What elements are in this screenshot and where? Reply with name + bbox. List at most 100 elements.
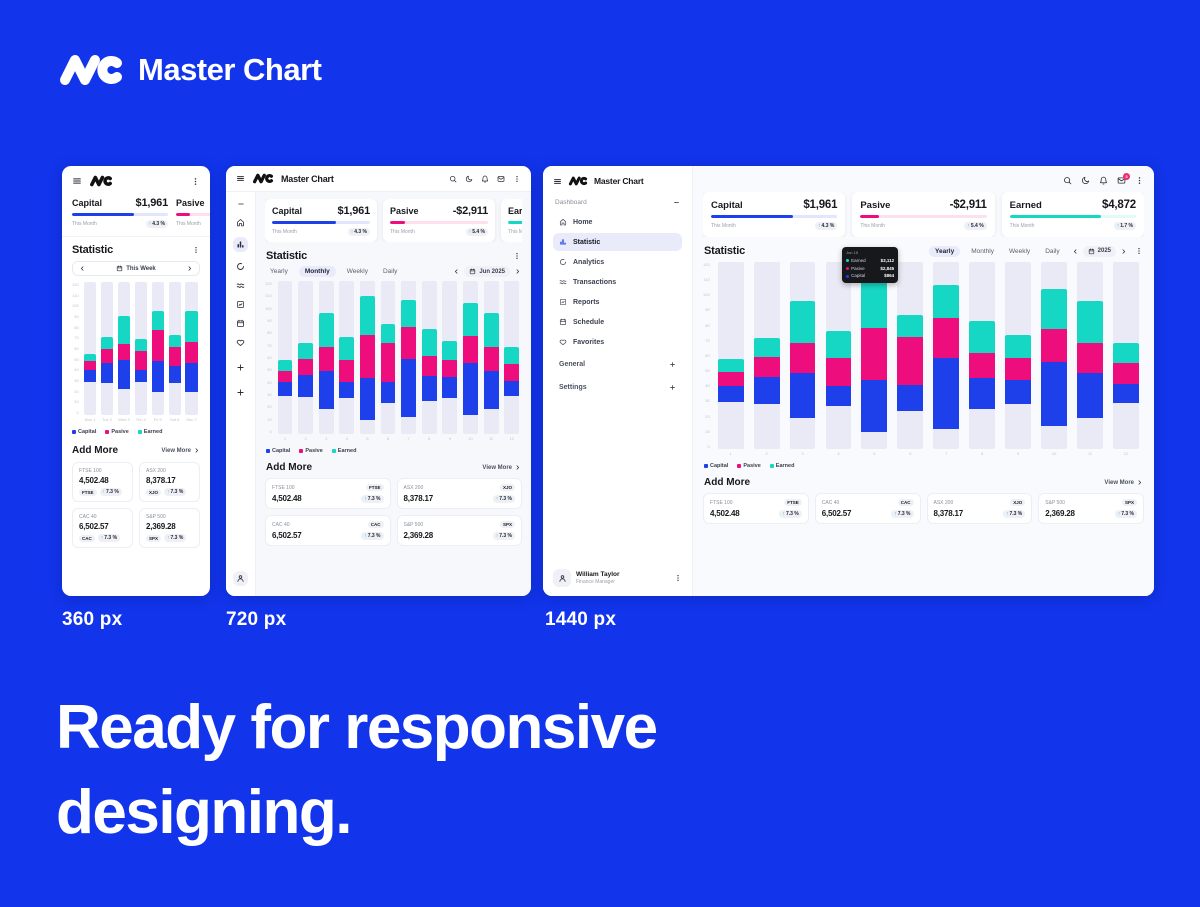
mail-button[interactable]: 3 (1117, 172, 1130, 185)
chart-bar[interactable] (749, 262, 785, 449)
chart-bar[interactable] (419, 281, 440, 434)
chevron-right-icon[interactable] (1120, 248, 1127, 255)
ticker-card-ftse[interactable]: FTSE 100 FTSE 4,502.48 ↑ 7.3 % (265, 478, 391, 509)
collapse-icon[interactable] (673, 199, 680, 206)
sidebar-item-statistic[interactable]: Statistic (553, 233, 682, 251)
rail-item-statistic[interactable] (233, 237, 248, 252)
user-avatar[interactable] (233, 571, 248, 586)
favorites-icon[interactable] (236, 338, 245, 347)
collapse-icon[interactable] (237, 200, 245, 208)
menu-icon[interactable] (72, 176, 82, 186)
schedule-icon[interactable] (236, 319, 245, 328)
sidebar-item-analytics[interactable]: Analytics (553, 253, 682, 271)
ticker-card-spx[interactable]: S&P 500 SPX 2,369.28 ↑ 7.3 % (1038, 493, 1144, 524)
chart-bar[interactable] (785, 262, 821, 449)
chart-bar[interactable] (1108, 262, 1144, 449)
chart-bar[interactable] (275, 281, 296, 434)
dark-mode-icon[interactable] (465, 175, 473, 183)
more-options-icon[interactable] (191, 177, 200, 186)
ticker-card-cac[interactable]: CAC 40 CAC 6,502.57 ↑ 7.3 % (814, 493, 921, 524)
view-more-link[interactable]: View More (161, 447, 200, 454)
sidebar-item-home[interactable]: Home (553, 213, 682, 231)
chart-bar[interactable] (99, 282, 116, 415)
view-more-link[interactable]: View More (1104, 479, 1143, 486)
tab-daily[interactable]: Daily (382, 268, 398, 275)
chart-bar[interactable] (295, 281, 316, 434)
notifications-icon[interactable] (1099, 176, 1108, 185)
chart-bar[interactable] (856, 262, 892, 449)
tab-monthly[interactable]: Monthly (971, 247, 994, 255)
menu-icon[interactable] (553, 177, 562, 186)
chart-bar[interactable] (82, 282, 99, 415)
chart-bar[interactable] (892, 262, 928, 449)
chart-bar[interactable] (337, 281, 358, 434)
tab-weekly[interactable]: Weekly (1008, 247, 1031, 255)
chart-bar[interactable] (440, 281, 461, 434)
chart-bar[interactable] (357, 281, 378, 434)
search-icon[interactable] (449, 175, 457, 183)
tab-yearly[interactable]: Yearly (270, 268, 288, 275)
dark-mode-icon[interactable] (1081, 176, 1090, 185)
sidebar-item-transactions[interactable]: Transactions (553, 273, 682, 291)
menu-icon[interactable] (236, 174, 245, 183)
analytics-icon[interactable] (236, 262, 245, 271)
chart-bar[interactable] (166, 282, 183, 415)
chart-bar[interactable] (378, 281, 399, 434)
chart-bar[interactable] (821, 262, 857, 449)
chart-bar[interactable] (481, 281, 502, 434)
ticker-card-cac[interactable]: CAC 40 6,502.57 CAC ↑ 7.3 % (72, 508, 133, 548)
chart-bar[interactable] (928, 262, 964, 449)
chart-bar[interactable] (316, 281, 337, 434)
date-range-selector[interactable]: This Week (72, 261, 200, 276)
chart-bar[interactable] (501, 281, 522, 434)
sidebar-item-favorites[interactable]: Favorites (553, 333, 682, 351)
more-options-icon[interactable] (674, 574, 682, 582)
search-icon[interactable] (1063, 176, 1072, 185)
chart-bar[interactable] (1036, 262, 1072, 449)
ticker-card-spx[interactable]: S&P 500 2,369.28 SPX ↑ 7.3 % (139, 508, 200, 548)
ticker-card-xjo[interactable]: ASX 200 XJO 8,378.17 ↑ 7.3 % (396, 478, 522, 509)
home-icon[interactable] (236, 218, 245, 227)
chevron-right-icon[interactable] (514, 268, 521, 275)
chevron-left-icon[interactable] (453, 268, 460, 275)
chart-bar[interactable] (116, 282, 133, 415)
ticker-card-xjo[interactable]: ASX 200 XJO 8,378.17 ↑ 7.3 % (926, 493, 1033, 524)
more-options-icon[interactable] (513, 175, 521, 183)
chevron-left-icon[interactable] (1072, 248, 1079, 255)
expand-settings-icon[interactable] (236, 388, 245, 397)
more-options-icon[interactable] (513, 252, 521, 260)
ticker-card-ftse[interactable]: FTSE 100 FTSE 4,502.48 ↑ 7.3 % (703, 493, 809, 524)
mail-icon[interactable] (497, 175, 505, 183)
transactions-icon[interactable] (236, 281, 245, 290)
chart-bar[interactable] (149, 282, 166, 415)
chart-bar[interactable] (713, 262, 749, 449)
view-more-link[interactable]: View More (482, 464, 521, 471)
ticker-card-cac[interactable]: CAC 40 CAC 6,502.57 ↑ 7.3 % (265, 515, 391, 546)
chart-bar[interactable] (132, 282, 149, 415)
tab-yearly[interactable]: Yearly (929, 245, 961, 257)
chart-bar[interactable] (1072, 262, 1108, 449)
tab-monthly[interactable]: Monthly (298, 266, 336, 277)
chart-bar[interactable] (1000, 262, 1036, 449)
reports-icon[interactable] (236, 300, 245, 309)
tab-daily[interactable]: Daily (1045, 247, 1060, 255)
tab-weekly[interactable]: Weekly (346, 268, 368, 275)
chevron-left-icon[interactable] (79, 265, 86, 272)
notifications-icon[interactable] (481, 175, 489, 183)
date-range-selector[interactable]: 2025 (1072, 245, 1127, 257)
sidebar-group-settings[interactable]: Settings (553, 376, 682, 399)
more-options-icon[interactable] (1135, 176, 1144, 185)
more-options-icon[interactable] (1135, 247, 1143, 255)
sidebar-group-general[interactable]: General (553, 353, 682, 376)
sidebar-item-schedule[interactable]: Schedule (553, 313, 682, 331)
sidebar-item-reports[interactable]: Reports (553, 293, 682, 311)
chevron-right-icon[interactable] (186, 265, 193, 272)
chart-bar[interactable] (460, 281, 481, 434)
chart-bar[interactable] (964, 262, 1000, 449)
ticker-card-spx[interactable]: S&P 500 SPX 2,369.28 ↑ 7.3 % (396, 515, 522, 546)
expand-general-icon[interactable] (236, 363, 245, 372)
user-profile[interactable]: William Taylor Finance Manager (553, 569, 682, 587)
ticker-card-xjo[interactable]: ASX 200 8,378.17 XJO ↑ 7.3 % (139, 462, 200, 502)
more-options-icon[interactable] (192, 246, 200, 254)
ticker-card-ftse[interactable]: FTSE 100 4,502.48 FTSE ↑ 7.3 % (72, 462, 133, 502)
